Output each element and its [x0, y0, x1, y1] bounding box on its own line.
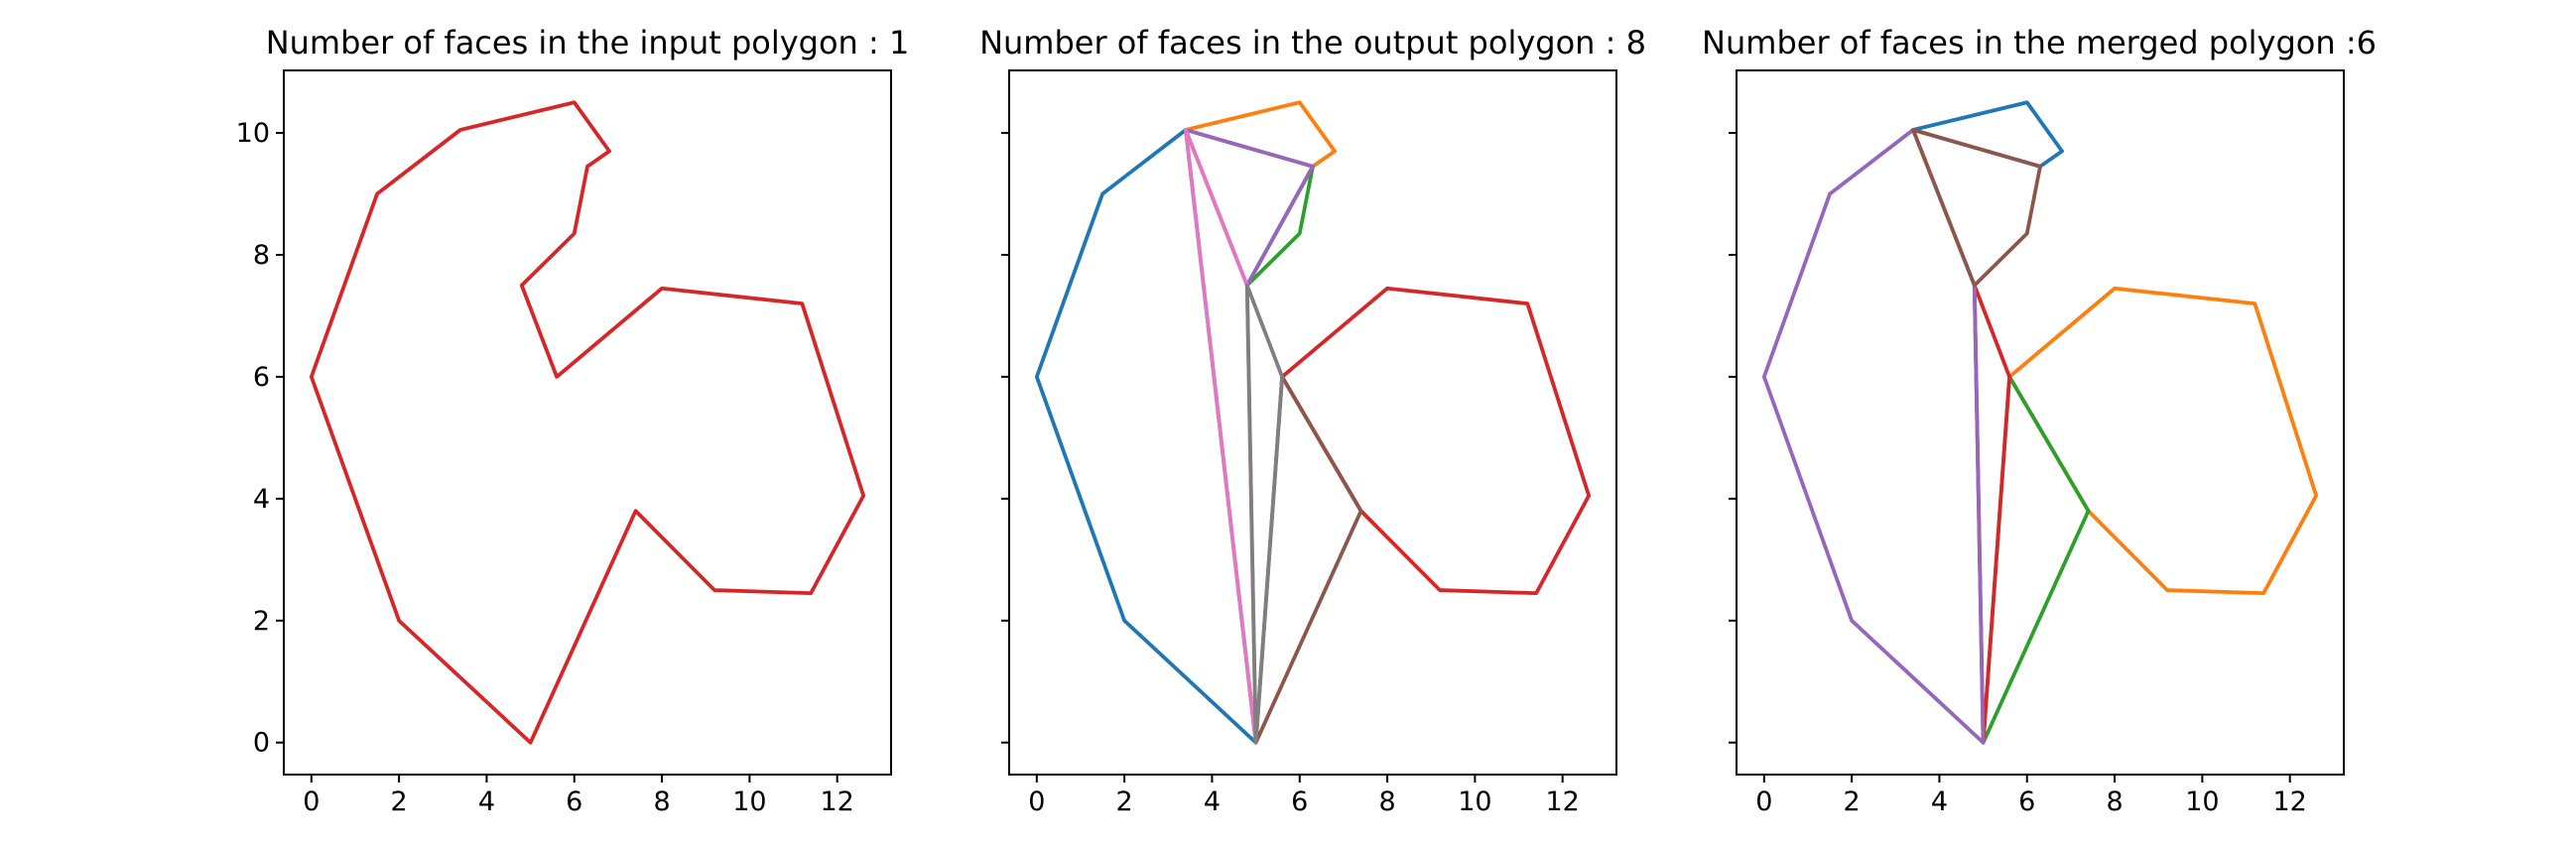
- series-line-4: [1280, 286, 1592, 596]
- x-tick-label: 0: [1028, 786, 1045, 817]
- axes-frame: [1008, 69, 1617, 776]
- series-line-1: [309, 100, 866, 745]
- x-tick-label: 0: [303, 786, 320, 817]
- x-tick-label: 2: [391, 786, 408, 817]
- y-tick-label: 8: [253, 240, 270, 271]
- x-tick-label: 6: [566, 786, 582, 817]
- x-tick-label: 10: [1458, 786, 1491, 817]
- x-tick-label: 4: [1931, 786, 1948, 817]
- x-tick-label: 6: [1291, 786, 1308, 817]
- series-line-8: [1244, 283, 1284, 745]
- x-tick-label: 10: [2185, 786, 2219, 817]
- panel-title: Number of faces in the input polygon : 1: [266, 24, 910, 61]
- x-tick-label: 4: [1204, 786, 1221, 817]
- panel-output: Number of faces in the output polygon : …: [979, 24, 1646, 817]
- x-tick-label: 12: [2273, 786, 2307, 817]
- x-tick-label: 12: [821, 786, 854, 817]
- panel-title: Number of faces in the merged polygon :6: [1702, 24, 2377, 61]
- x-tick-label: 8: [1378, 786, 1395, 817]
- y-tick-label: 6: [253, 362, 270, 393]
- x-tick-label: 12: [1546, 786, 1580, 817]
- x-tick-label: 10: [732, 786, 766, 817]
- series-line-6: [1911, 128, 2042, 288]
- x-tick-label: 4: [478, 786, 495, 817]
- panel-title: Number of faces in the output polygon : …: [979, 24, 1646, 61]
- y-tick-label: 4: [253, 484, 270, 515]
- panel-input: Number of faces in the input polygon : 1…: [236, 24, 910, 817]
- x-tick-label: 6: [2018, 786, 2035, 817]
- plot-area: 0 2 4 6 8 10 12 0 2 4 6 8 10: [236, 100, 866, 817]
- x-tick-label: 8: [653, 786, 670, 817]
- axes-frame: [1736, 69, 2345, 776]
- y-tick-label: 10: [236, 118, 270, 149]
- x-tick-label: 8: [2106, 786, 2123, 817]
- series-line-2: [2007, 286, 2319, 596]
- y-tick-label: 0: [253, 728, 270, 759]
- panel-merged: Number of faces in the merged polygon :6…: [1702, 24, 2377, 817]
- axes-frame: [283, 69, 892, 776]
- y-tick-label: 2: [253, 606, 270, 637]
- x-tick-label: 2: [1844, 786, 1861, 817]
- x-tick-label: 0: [1755, 786, 1772, 817]
- plot-area: 0 2 4 6 8 10 12: [1729, 100, 2319, 817]
- x-tick-label: 2: [1116, 786, 1133, 817]
- plot-area: 0 2 4 6 8 10 12: [1001, 100, 1592, 817]
